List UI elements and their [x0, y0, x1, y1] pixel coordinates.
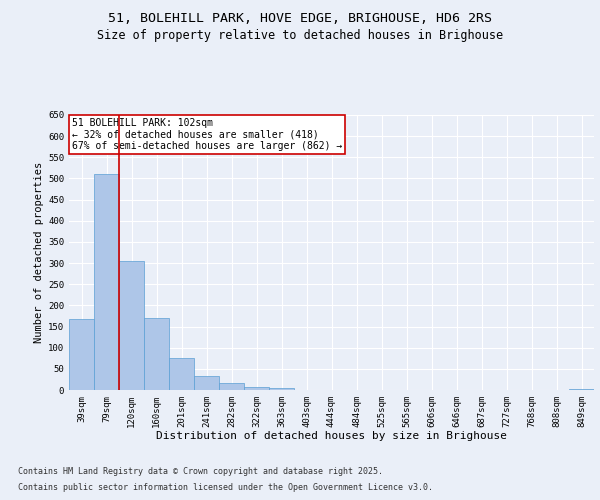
Bar — [94, 174, 119, 390]
Bar — [119, 261, 144, 390]
Bar — [144, 318, 169, 390]
Text: 51 BOLEHILL PARK: 102sqm
← 32% of detached houses are smaller (418)
67% of semi-: 51 BOLEHILL PARK: 102sqm ← 32% of detach… — [71, 118, 342, 151]
Y-axis label: Number of detached properties: Number of detached properties — [34, 162, 44, 343]
Bar — [69, 319, 94, 390]
Bar — [569, 388, 594, 390]
Bar — [219, 383, 244, 390]
Bar — [244, 386, 269, 390]
Text: Contains HM Land Registry data © Crown copyright and database right 2025.: Contains HM Land Registry data © Crown c… — [18, 467, 383, 476]
X-axis label: Distribution of detached houses by size in Brighouse: Distribution of detached houses by size … — [156, 432, 507, 442]
Text: Contains public sector information licensed under the Open Government Licence v3: Contains public sector information licen… — [18, 484, 433, 492]
Text: Size of property relative to detached houses in Brighouse: Size of property relative to detached ho… — [97, 29, 503, 42]
Bar — [269, 388, 294, 390]
Bar — [194, 376, 219, 390]
Bar — [169, 358, 194, 390]
Text: 51, BOLEHILL PARK, HOVE EDGE, BRIGHOUSE, HD6 2RS: 51, BOLEHILL PARK, HOVE EDGE, BRIGHOUSE,… — [108, 12, 492, 26]
